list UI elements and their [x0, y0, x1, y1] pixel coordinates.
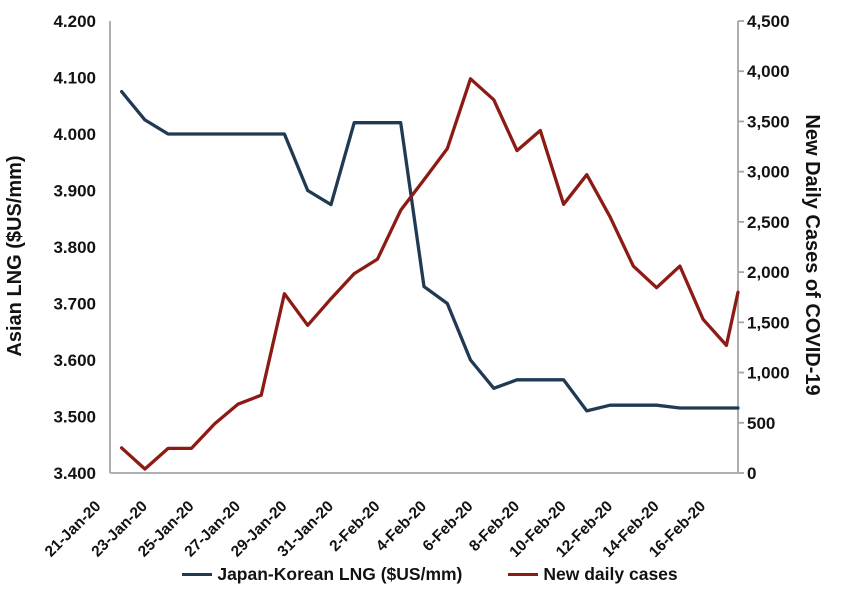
x-axis-tick-label: 6-Feb-20: [420, 498, 477, 555]
left-axis-title: Asian LNG ($US/mm): [4, 155, 26, 356]
legend-label-lng: Japan-Korean LNG ($US/mm): [217, 564, 463, 584]
legend-item-lng: Japan-Korean LNG ($US/mm): [182, 564, 462, 585]
left-axis-tick-label: 3.700: [53, 295, 96, 314]
right-axis-title: New Daily Cases of COVID-19: [801, 114, 823, 395]
left-axis-tick-label: 4.100: [53, 69, 96, 88]
right-axis-tick-label: 1,000: [747, 364, 790, 383]
right-axis-tick-label: 3,000: [747, 163, 790, 182]
x-axis-tick-label: 2-Feb-20: [326, 498, 383, 555]
right-axis-tick-label: 4,500: [747, 12, 790, 31]
right-axis-tick-label: 4,000: [747, 62, 790, 81]
lng-series-line: [119, 89, 740, 413]
cases-line-swatch: [508, 572, 539, 577]
chart-legend: Japan-Korean LNG ($US/mm) New daily case…: [0, 564, 860, 585]
left-axis-tick-label: 4.200: [53, 12, 96, 31]
left-axis-tick-label: 3.800: [53, 238, 96, 257]
left-axis-tick-label: 3.500: [53, 408, 96, 427]
left-axis-tick-label: 3.900: [53, 182, 96, 201]
legend-item-cases: New daily cases: [508, 564, 678, 585]
left-axis-tick-label: 4.000: [53, 125, 96, 144]
right-axis-tick-label: 2,500: [747, 213, 790, 232]
lng-line-swatch: [182, 572, 213, 577]
right-axis-tick-label: 1,500: [747, 313, 790, 332]
right-axis-tick-label: 2,000: [747, 263, 790, 282]
right-axis-tick-label: 0: [747, 464, 756, 483]
legend-label-cases: New daily cases: [543, 564, 678, 584]
x-axis-tick-label: 4-Feb-20: [373, 498, 430, 555]
cases-series-line: [119, 77, 740, 471]
right-axis-tick-label: 500: [747, 414, 775, 433]
left-axis-tick-label: 3.600: [53, 351, 96, 370]
left-axis-tick-label: 3.400: [53, 464, 96, 483]
right-axis-tick-label: 3,500: [747, 112, 790, 131]
